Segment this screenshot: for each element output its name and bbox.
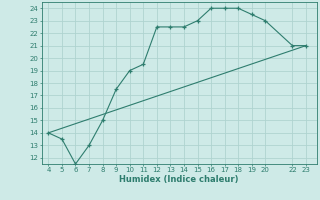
X-axis label: Humidex (Indice chaleur): Humidex (Indice chaleur) [119,175,239,184]
